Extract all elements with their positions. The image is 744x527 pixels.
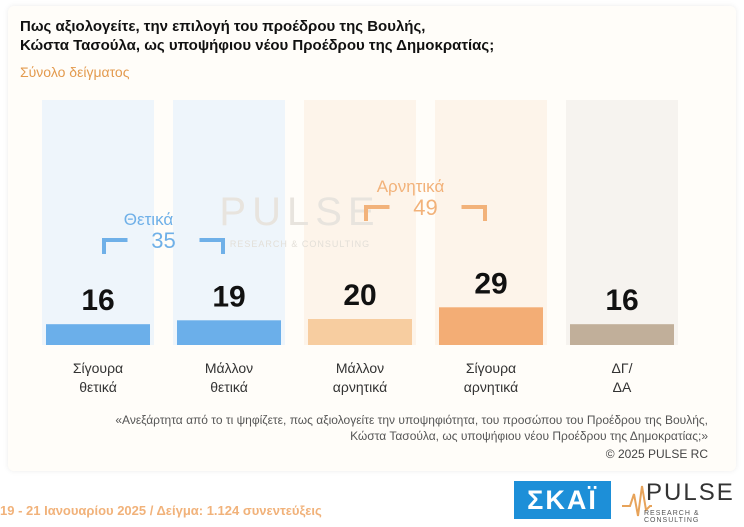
chart-subtitle: Σύνολο δείγματος (20, 64, 130, 80)
fieldwork-info: 19 - 21 Ιανουαρίου 2025 / Δείγμα: 1.124 … (0, 503, 322, 518)
pulse-logo-tagline: RESEARCH & CONSULTING (644, 510, 700, 524)
column-background (435, 100, 547, 345)
group-total-label: 49 (413, 195, 437, 220)
copyright-text: © 2025 PULSE RC (605, 447, 708, 461)
group-name-label: Θετικά (124, 210, 174, 229)
bar-value-label: 29 (474, 267, 507, 300)
group-bracket (102, 238, 128, 254)
watermark-word: PULSE (219, 190, 380, 234)
footnote-line-2: Κώστα Τασούλα, ως υποψήφιου νέου Προέδρο… (350, 429, 708, 443)
group-bracket (199, 238, 225, 254)
pulse-wave-icon (622, 485, 652, 517)
chart-title-line-2: Κώστα Τασούλα, ως υποψήφιου νέου Προέδρο… (20, 37, 495, 54)
bar-value-label: 19 (212, 280, 245, 313)
column-background (304, 100, 416, 345)
bar-value-label: 16 (605, 284, 638, 317)
bar-value-label: 20 (343, 279, 376, 312)
bar-value-label: 16 (81, 284, 114, 317)
chart-title-line-1: Πως αξιολογείτε, την επιλογή του προέδρο… (20, 18, 426, 35)
skai-logo: ΣΚΑΪ (514, 481, 611, 519)
bar (46, 324, 150, 345)
bar (308, 319, 412, 345)
category-label: Σίγουρα (466, 360, 516, 376)
pulse-logo: PULSE RESEARCH & CONSULTING (622, 478, 740, 524)
column-background (42, 100, 154, 345)
group-total-label: 35 (151, 228, 175, 253)
category-label: ΔΓ/ (612, 360, 633, 376)
footnote-line-1: «Ανεξάρτητα από το τι ψηφίζετε, πως αξιο… (115, 413, 708, 427)
column-background (173, 100, 285, 345)
category-label: Σίγουρα (73, 360, 123, 376)
category-label: αρνητικά (464, 379, 518, 395)
category-label: αρνητικά (333, 379, 387, 395)
bar (570, 324, 674, 345)
bar (177, 320, 281, 345)
category-label: Μάλλον (336, 360, 384, 376)
group-name-label: Αρνητικά (377, 177, 445, 196)
group-bracket (461, 205, 487, 221)
question-footnote: «Ανεξάρτητα από το τι ψηφίζετε, πως αξιο… (115, 412, 708, 444)
bar-chart: PULSE RESEARCH & CONSULTING 16 Σίγουρα θετικ… (42, 100, 678, 395)
category-label: ΔΑ (613, 379, 632, 395)
group-bracket (364, 205, 390, 221)
column-background (566, 100, 678, 345)
chart-title: Πως αξιολογείτε, την επιλογή του προέδρο… (20, 17, 494, 55)
category-label: θετικά (79, 379, 117, 395)
category-label: Μάλλον (205, 360, 253, 376)
pulse-logo-word: PULSE (646, 479, 735, 506)
watermark-tagline: RESEARCH & CONSULTING (230, 239, 370, 249)
category-label: θετικά (210, 379, 248, 395)
bar (439, 307, 543, 345)
